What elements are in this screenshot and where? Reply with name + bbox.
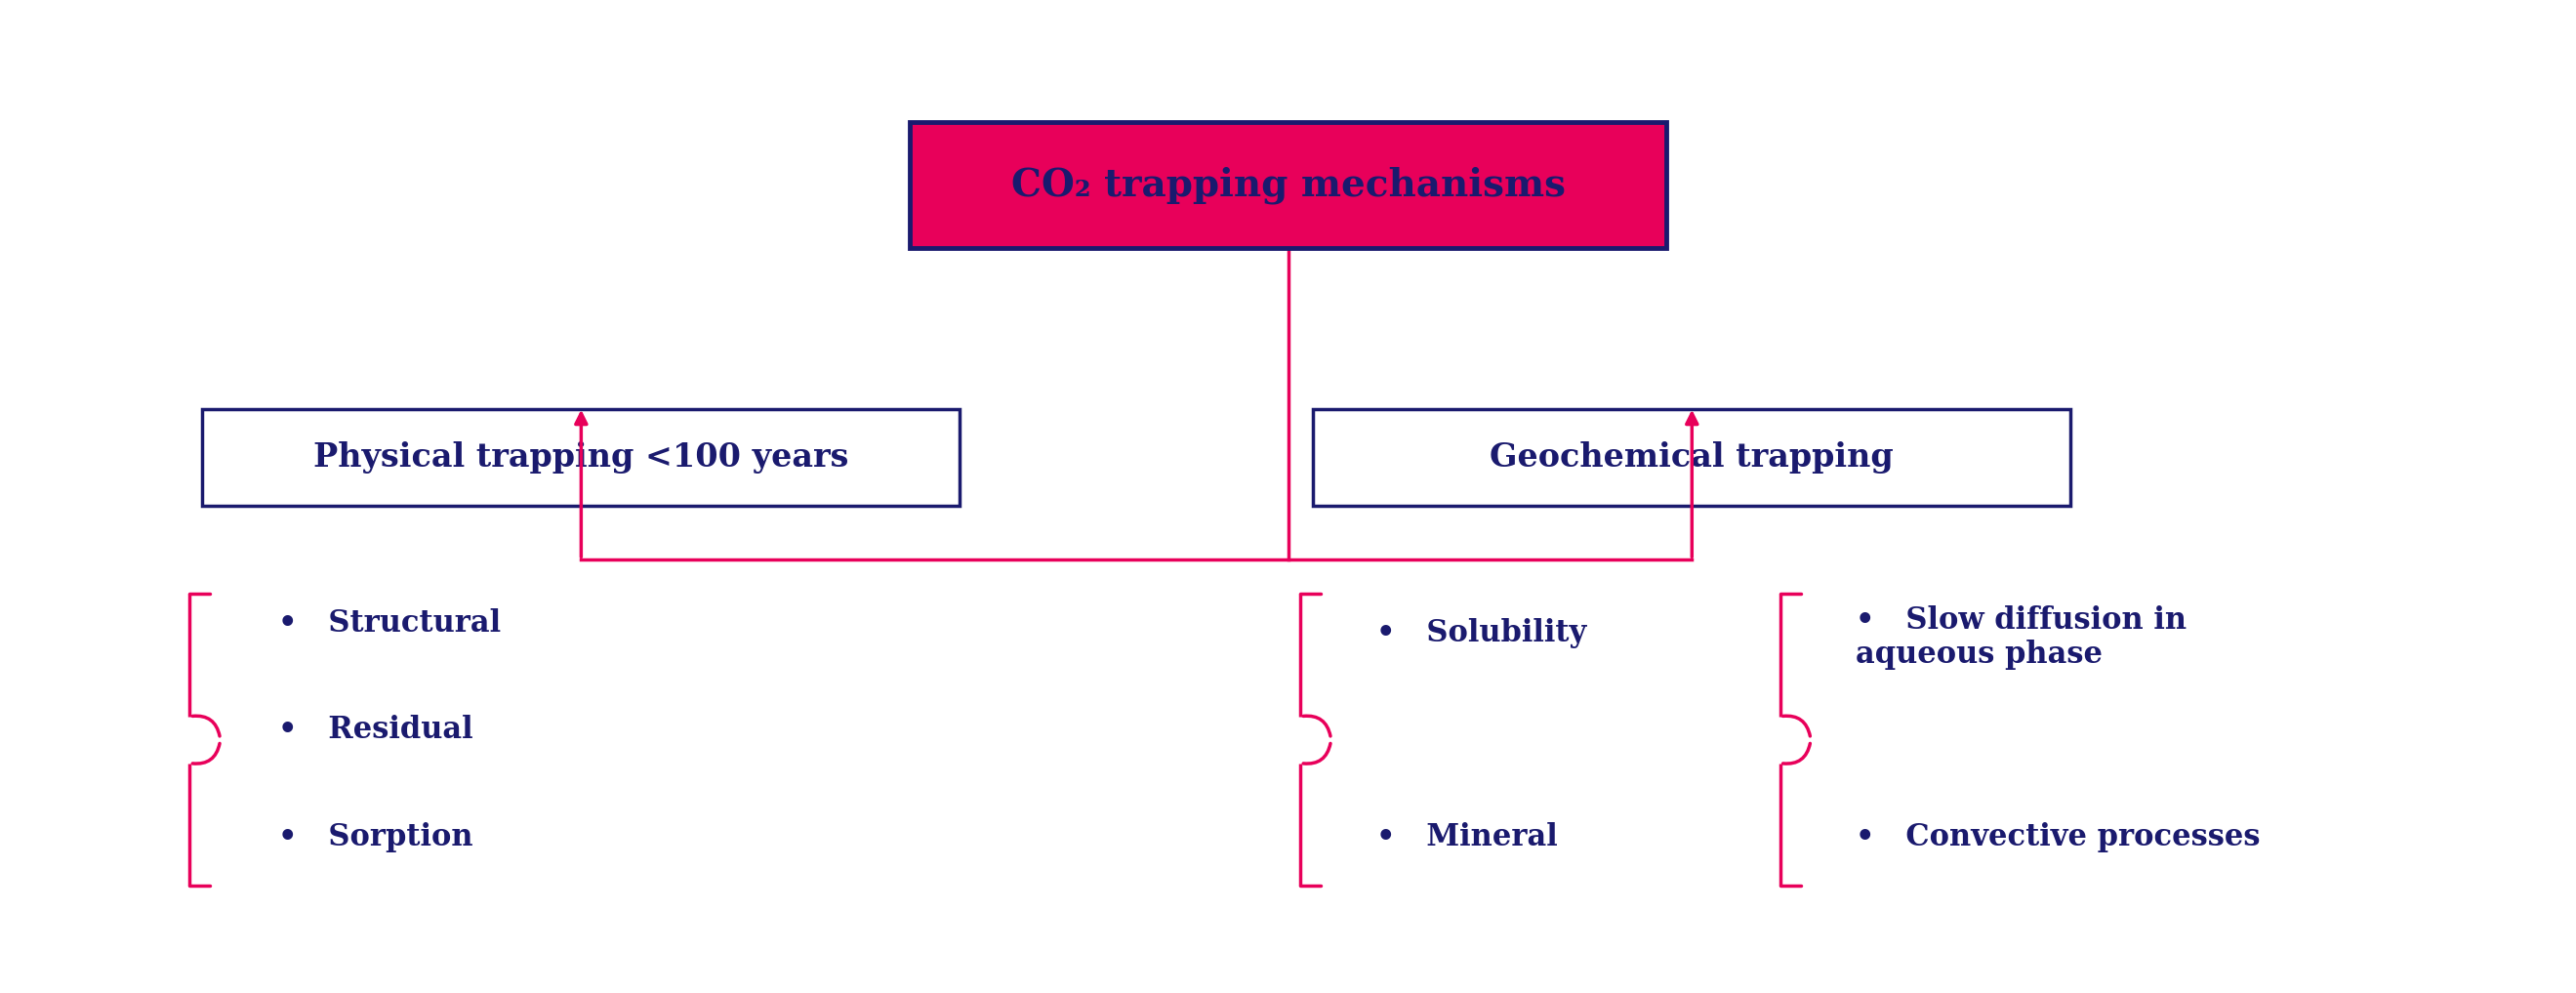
Text: •   Slow diffusion in
aqueous phase: • Slow diffusion in aqueous phase xyxy=(1855,605,2187,670)
Text: Physical trapping <100 years: Physical trapping <100 years xyxy=(314,442,848,474)
Text: •   Residual: • Residual xyxy=(278,715,474,745)
Text: •   Convective processes: • Convective processes xyxy=(1855,822,2262,852)
FancyBboxPatch shape xyxy=(204,409,961,506)
Text: •   Structural: • Structural xyxy=(278,608,500,638)
FancyBboxPatch shape xyxy=(909,122,1667,248)
Text: •   Mineral: • Mineral xyxy=(1376,822,1558,852)
FancyBboxPatch shape xyxy=(1314,409,2071,506)
Text: •   Solubility: • Solubility xyxy=(1376,618,1587,647)
Text: Geochemical trapping: Geochemical trapping xyxy=(1489,442,1893,474)
Text: CO₂ trapping mechanisms: CO₂ trapping mechanisms xyxy=(1010,166,1566,204)
Text: •   Sorption: • Sorption xyxy=(278,822,474,852)
